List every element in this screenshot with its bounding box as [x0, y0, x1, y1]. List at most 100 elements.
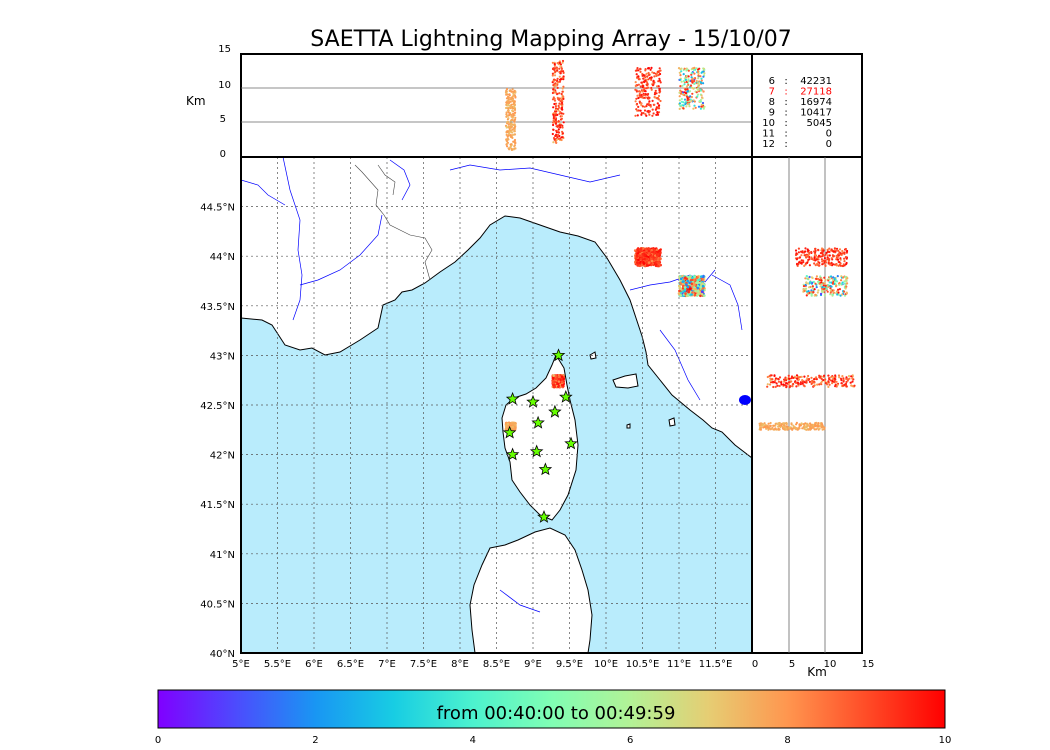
lightning-source-side: [827, 381, 830, 384]
lightning-source-altitude: [634, 81, 637, 84]
country-border: [354, 164, 433, 281]
lightning-source-side: [798, 427, 801, 430]
lightning-source-altitude: [506, 120, 509, 124]
lightning-source-side: [831, 293, 835, 296]
lightning-source-altitude: [635, 90, 639, 93]
lightning-source-side: [837, 374, 841, 377]
river-west: [241, 179, 286, 206]
lightning-source-side: [828, 250, 831, 253]
lightning-source-side: [760, 424, 764, 427]
lightning-source-side: [847, 374, 851, 378]
lightning-source-side: [769, 421, 772, 425]
lightning-source-map: [560, 380, 564, 384]
lightning-source-map: [693, 278, 696, 282]
lightning-source-altitude: [560, 112, 563, 115]
lightning-source-altitude: [511, 134, 514, 137]
lightning-source-altitude: [684, 101, 688, 104]
lightning-source-side: [824, 278, 827, 282]
lightning-source-altitude: [690, 72, 693, 75]
side-axis-label: Km: [807, 665, 827, 679]
station-markers: [502, 348, 578, 523]
lightning-source-map: [699, 285, 703, 289]
lightning-source-altitude: [557, 137, 560, 140]
lightning-source-side: [843, 260, 846, 263]
lightning-source-altitude: [699, 107, 703, 110]
lightning-source-side: [808, 275, 811, 279]
lightning-source-altitude: [649, 68, 652, 71]
lightning-source-altitude: [510, 105, 513, 108]
lightning-source-side: [808, 425, 811, 428]
lightning-source-side: [810, 425, 814, 428]
lightning-source-side: [830, 275, 833, 278]
lightning-source-side: [821, 260, 824, 263]
lightning-source-side: [823, 257, 827, 260]
lightning-source-side: [798, 256, 801, 259]
lightning-source-altitude: [678, 71, 681, 74]
lightning-source-side: [805, 380, 808, 384]
lightning-source-altitude: [510, 129, 513, 132]
station-star-icon: [548, 404, 562, 418]
sea-area: [241, 215, 752, 653]
counts-panel: 6: 42231 7: 27118 8: 16974 9: 10417 10: 5045 11: 0 1…: [751, 53, 863, 158]
lightning-source-map: [650, 249, 653, 252]
station-star-icon: [526, 394, 540, 408]
lightning-source-altitude: [699, 88, 702, 91]
lightning-source-altitude: [683, 91, 686, 94]
river-rhone: [282, 157, 303, 321]
lightning-source-side: [810, 250, 813, 254]
lightning-source-altitude: [647, 111, 650, 114]
lightning-source-altitude: [683, 67, 686, 70]
lightning-source-side: [822, 425, 825, 428]
lightning-source-side: [788, 386, 791, 389]
lightning-source-altitude: [650, 76, 653, 79]
lightning-source-side: [766, 375, 769, 379]
lightning-source-altitude: [689, 95, 692, 98]
count-row-label: 8: [769, 97, 775, 108]
lightning-source-side: [802, 285, 806, 288]
lightning-source-side: [776, 384, 779, 387]
lightning-source-altitude: [560, 97, 563, 100]
lightning-source-altitude: [554, 139, 557, 142]
lightning-source-altitude: [509, 134, 512, 137]
lightning-source-altitude: [507, 109, 510, 112]
lightning-source-side: [838, 376, 841, 379]
lightning-source-side: [832, 255, 835, 258]
lightning-source-altitude: [637, 83, 641, 86]
lightning-source-side: [805, 262, 808, 265]
lightning-source-side: [845, 292, 849, 295]
longitude-tick-label: 9.5°E: [556, 659, 583, 670]
lightning-source-altitude: [558, 106, 561, 109]
lightning-source-side: [817, 277, 820, 281]
lightning-source-altitude: [557, 98, 560, 101]
lightning-source-altitude: [647, 102, 650, 105]
lightning-source-side: [815, 275, 819, 278]
lightning-source-side: [832, 290, 835, 293]
lightning-source-side: [780, 381, 783, 384]
lightning-source-side: [836, 383, 839, 386]
lightning-source-altitude: [562, 71, 565, 74]
lightning-source-altitude: [640, 81, 643, 84]
lightning-source-side: [797, 251, 801, 254]
lightning-source-altitude: [511, 95, 514, 98]
lightning-source-side: [820, 425, 823, 428]
lightning-source-map: [656, 261, 660, 264]
lightning-source-altitude: [647, 78, 650, 81]
lightning-source-map: [560, 375, 564, 378]
lightning-source-side: [791, 383, 794, 386]
lightning-source-side: [769, 379, 772, 382]
lightning-source-side: [807, 378, 810, 381]
lightning-source-side: [775, 422, 778, 425]
lightning-source-side: [845, 280, 848, 283]
lightning-source-altitude: [512, 148, 515, 151]
station-star-icon: [551, 348, 566, 362]
lightning-source-side: [813, 384, 816, 387]
lightning-source-side: [797, 247, 801, 250]
lightning-source-altitude: [635, 103, 638, 106]
lightning-source-altitude: [695, 79, 698, 82]
lightning-source-side: [838, 283, 841, 286]
lightning-source-altitude: [553, 91, 557, 94]
lightning-source-altitude: [690, 99, 693, 103]
side-tick-5: 5: [789, 659, 795, 670]
lightning-source-altitude: [653, 75, 656, 78]
lightning-source-side: [783, 378, 787, 382]
